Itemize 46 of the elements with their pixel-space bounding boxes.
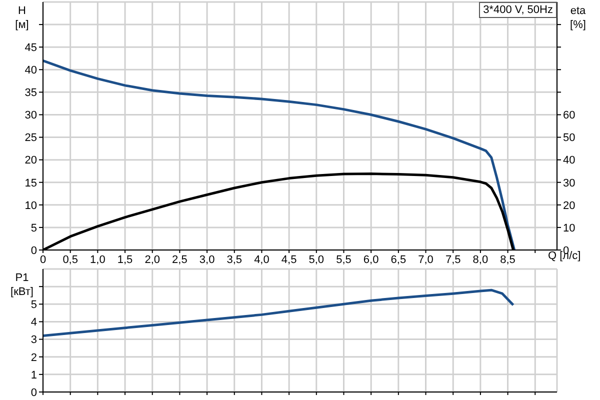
- y-tick-label: 15: [24, 177, 37, 190]
- y-tick-label: 25: [24, 132, 37, 144]
- y-tick-label: 0: [30, 386, 37, 399]
- x-tick-label: 8,0: [472, 254, 488, 266]
- line-series: [43, 59, 516, 250]
- y2-tick-label: 20: [563, 200, 576, 212]
- line-series: [43, 288, 515, 338]
- x-tick-label: 8,5: [500, 254, 516, 266]
- x-tick-label: 3,0: [199, 254, 215, 266]
- y-tick-label: 3: [30, 334, 37, 346]
- annotation: 3*400 V, 50Hz: [479, 2, 557, 18]
- y2-tick-label: 60: [563, 110, 576, 122]
- x-tick-label: 4,5: [281, 254, 297, 266]
- x-tick-label: 0: [40, 254, 46, 266]
- y-tick-label: 40: [24, 64, 37, 77]
- y-tick-label: 10: [24, 200, 37, 212]
- x-tick-label: 6,0: [363, 254, 379, 266]
- y-tick-label: 0: [30, 244, 37, 257]
- y-tick-label: 1: [30, 369, 37, 382]
- y-tick-label: 35: [24, 87, 37, 100]
- y2-tick-label: 10: [563, 222, 576, 234]
- y-tick-label: 30: [24, 110, 37, 122]
- y-tick-label: 20: [24, 154, 37, 167]
- y-tick-label: 5: [30, 222, 37, 234]
- x-tick-label: 7,5: [445, 254, 461, 266]
- y2-tick-label: 50: [563, 132, 576, 144]
- y2-tick-label: 40: [563, 154, 576, 167]
- x-tick-label: 1,5: [117, 254, 133, 266]
- x-tick-label: 7,0: [418, 254, 434, 266]
- y-tick-label: 5: [30, 299, 37, 312]
- x-tick-label: 6,5: [390, 254, 406, 266]
- y2-axis-title: eta [%]: [569, 4, 587, 32]
- y-tick-label: 45: [24, 42, 37, 54]
- y-axis-title: H [м]: [14, 4, 30, 32]
- x-tick-label: 5,0: [308, 254, 324, 266]
- y-tick-label: 4: [30, 316, 37, 329]
- y2-tick-label: 30: [563, 177, 576, 190]
- x-tick-label: 5,5: [336, 254, 352, 266]
- y-axis-title: P1 [кВт]: [10, 271, 34, 299]
- x-tick-label: 1,0: [90, 254, 106, 266]
- x-tick-label: 2,5: [172, 254, 188, 266]
- x-tick-label: 3,5: [226, 254, 242, 266]
- x-tick-label: 2,0: [144, 254, 160, 266]
- x-tick-label: 0,5: [62, 254, 78, 266]
- y-tick-label: 2: [30, 352, 37, 364]
- x-tick-label: 4,0: [254, 254, 270, 266]
